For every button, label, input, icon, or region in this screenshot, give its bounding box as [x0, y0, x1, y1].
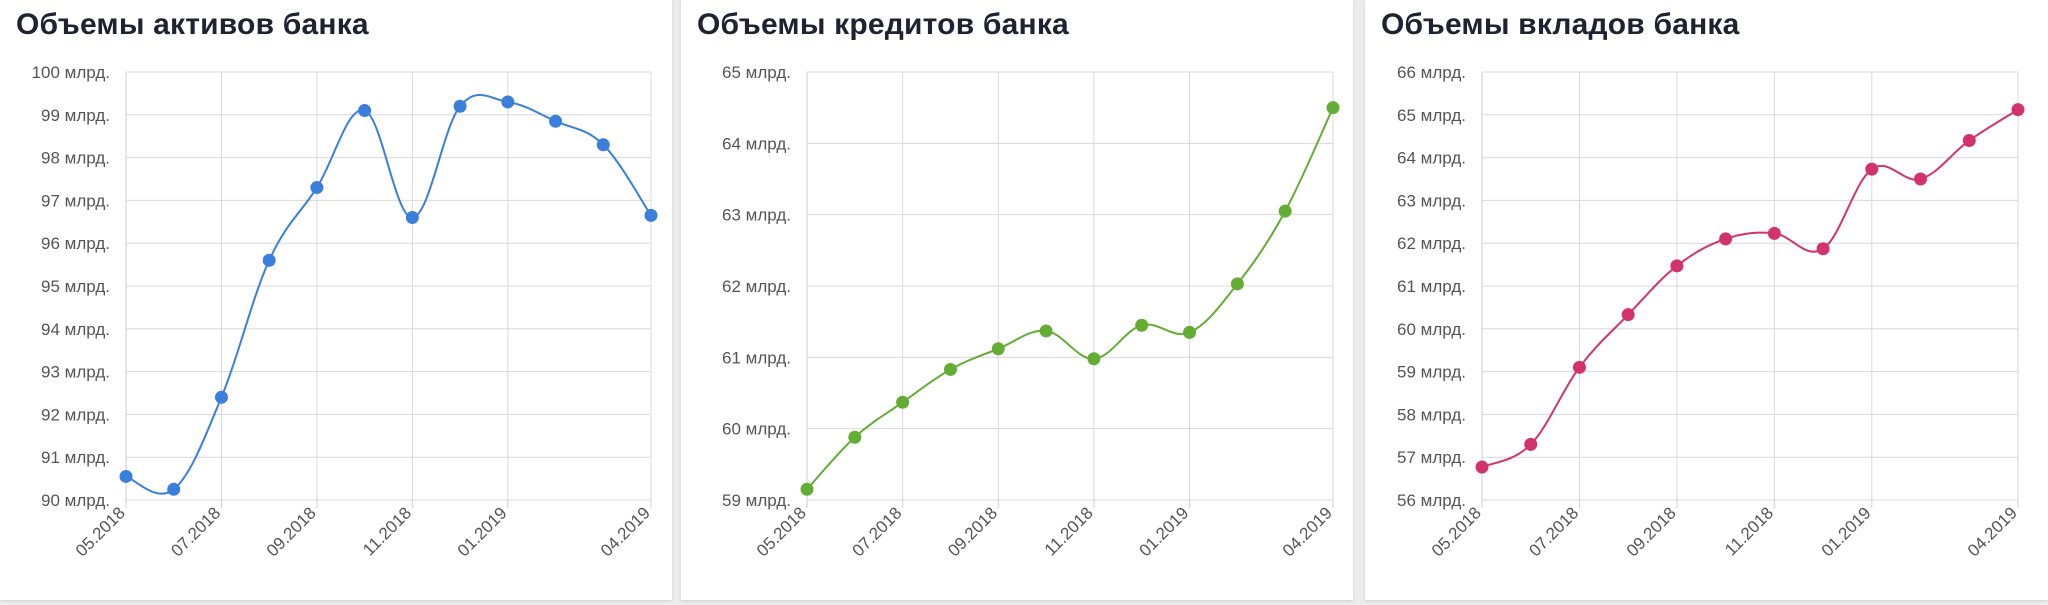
data-point[interactable]	[800, 482, 814, 496]
assets-chart-panel: Объемы активов банка 90 млрд. 91 млрд. 92 …	[0, 0, 672, 600]
y-tick-label: 99 млрд.	[41, 106, 110, 125]
data-point[interactable]	[119, 469, 133, 483]
data-point[interactable]	[358, 104, 372, 118]
data-point[interactable]	[214, 390, 228, 404]
y-tick-label: 65 млрд.	[722, 63, 791, 82]
data-point[interactable]	[596, 138, 610, 152]
chart-title: Объемы активов банка	[16, 8, 369, 41]
loans-chart-panel: Объемы кредитов банка 59 млрд. 60 млрд. 61…	[681, 0, 1353, 600]
data-point[interactable]	[1865, 162, 1879, 176]
y-tick-label: 58 млрд.	[1397, 405, 1466, 424]
series-line	[125, 94, 652, 495]
y-tick-label: 95 млрд.	[41, 277, 110, 296]
x-tick-label: 05.2018	[1428, 503, 1485, 560]
data-point[interactable]	[1087, 352, 1101, 366]
data-point[interactable]	[1816, 242, 1830, 256]
series-line	[1481, 108, 2019, 468]
data-point[interactable]	[1670, 259, 1684, 273]
x-tick-label: 09.2018	[1623, 503, 1680, 560]
x-tick-label: 09.2018	[944, 503, 1001, 560]
y-tick-label: 61 млрд.	[1397, 277, 1466, 296]
y-tick-label: 64 млрд.	[1397, 149, 1466, 168]
x-tick-label: 07.2018	[849, 503, 906, 560]
y-tick-label: 63 млрд.	[722, 206, 791, 225]
y-tick-label: 100 млрд.	[32, 63, 110, 82]
data-point[interactable]	[549, 114, 563, 128]
data-point[interactable]	[1621, 308, 1635, 322]
x-tick-label: 01.2019	[1135, 503, 1192, 560]
data-point[interactable]	[943, 362, 957, 376]
y-tick-label: 61 млрд.	[722, 348, 791, 367]
data-point[interactable]	[644, 208, 658, 222]
y-tick-label: 65 млрд.	[1397, 106, 1466, 125]
y-tick-label: 90 млрд.	[41, 491, 110, 510]
x-tick-label: 01.2019	[454, 503, 511, 560]
y-tick-label: 59 млрд.	[722, 491, 791, 510]
chart-title: Объемы вкладов банка	[1381, 8, 1740, 41]
y-tick-label: 56 млрд.	[1397, 491, 1466, 510]
y-tick-label: 60 млрд.	[1397, 320, 1466, 339]
data-point[interactable]	[1475, 460, 1489, 474]
data-point[interactable]	[310, 181, 324, 195]
data-point[interactable]	[1572, 360, 1586, 374]
y-tick-label: 59 млрд.	[1397, 363, 1466, 382]
deposits-chart-panel: Объемы вкладов банка 56 млрд. 57 млрд. 58 …	[1365, 0, 2048, 600]
x-tick-label: 07.2018	[1525, 503, 1582, 560]
x-tick-label: 09.2018	[263, 503, 320, 560]
y-tick-label: 93 млрд.	[41, 363, 110, 382]
y-tick-label: 57 млрд.	[1397, 448, 1466, 467]
data-point[interactable]	[167, 482, 181, 496]
data-point[interactable]	[896, 395, 910, 409]
y-tick-label: 98 млрд.	[41, 149, 110, 168]
data-point[interactable]	[991, 342, 1005, 356]
data-point[interactable]	[453, 99, 467, 113]
data-point[interactable]	[1524, 437, 1538, 451]
data-point[interactable]	[1039, 324, 1053, 338]
data-point[interactable]	[848, 430, 862, 444]
data-point[interactable]	[1230, 277, 1244, 291]
data-point[interactable]	[1767, 226, 1781, 240]
y-tick-label: 91 млрд.	[41, 448, 110, 467]
x-tick-label: 11.2018	[1721, 503, 1777, 559]
y-tick-label: 97 млрд.	[41, 191, 110, 210]
y-tick-label: 62 млрд.	[722, 277, 791, 296]
y-tick-label: 60 млрд.	[722, 420, 791, 439]
data-point[interactable]	[1962, 133, 1976, 147]
deposits-chart: 56 млрд. 57 млрд. 58 млрд. 59 млрд. 60 млрд.…	[1397, 63, 2025, 560]
assets-chart: 90 млрд. 91 млрд. 92 млрд. 93 млрд. 94 млрд.…	[32, 63, 658, 560]
data-point[interactable]	[1914, 172, 1928, 186]
x-tick-label: 05.2018	[753, 503, 810, 560]
data-point[interactable]	[1719, 232, 1733, 246]
y-tick-label: 64 млрд.	[722, 134, 791, 153]
data-point[interactable]	[501, 95, 515, 109]
data-point[interactable]	[1326, 101, 1340, 115]
data-point[interactable]	[262, 253, 276, 267]
y-tick-label: 66 млрд.	[1397, 63, 1466, 82]
y-tick-label: 94 млрд.	[41, 320, 110, 339]
series-line	[806, 107, 1334, 490]
data-point[interactable]	[2011, 103, 2025, 117]
data-point[interactable]	[1135, 318, 1149, 332]
chart-title: Объемы кредитов банка	[697, 8, 1069, 41]
y-tick-label: 96 млрд.	[41, 234, 110, 253]
y-tick-label: 63 млрд.	[1397, 191, 1466, 210]
data-point[interactable]	[1278, 204, 1292, 218]
x-tick-label: 04.2019	[597, 503, 654, 560]
x-tick-label: 01.2019	[1818, 503, 1875, 560]
x-tick-label: 11.2018	[359, 503, 415, 559]
y-tick-label: 62 млрд.	[1397, 234, 1466, 253]
data-point[interactable]	[405, 211, 419, 225]
x-tick-label: 11.2018	[1041, 503, 1097, 559]
x-tick-label: 05.2018	[72, 503, 129, 560]
y-tick-label: 92 млрд.	[41, 405, 110, 424]
x-tick-label: 04.2019	[1279, 503, 1336, 560]
x-tick-label: 04.2019	[1964, 503, 2021, 560]
data-point[interactable]	[1183, 325, 1197, 339]
loans-chart: 59 млрд. 60 млрд. 61 млрд. 62 млрд. 63 млрд.…	[722, 63, 1340, 560]
x-tick-label: 07.2018	[167, 503, 224, 560]
